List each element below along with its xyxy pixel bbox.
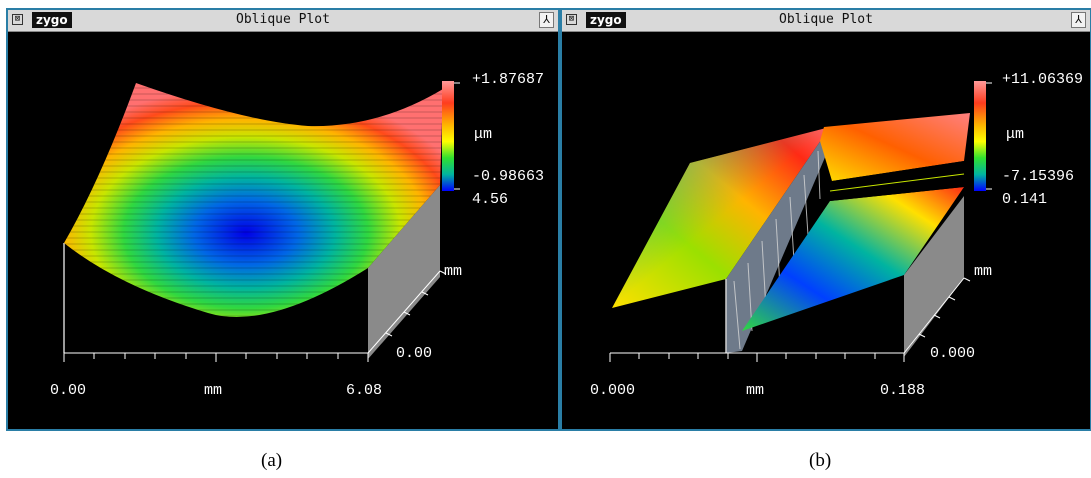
x-min-label: 0.000 (590, 382, 636, 399)
z-min-label: -0.98663 (472, 168, 545, 185)
surface-gap (830, 161, 964, 201)
window-titlebar: ⊠ zygo Oblique Plot ⅄ (8, 10, 558, 32)
pin-icon[interactable]: ⅄ (539, 12, 554, 28)
z-min-label: -7.15396 (1002, 168, 1075, 185)
oblique-plot-window-b: ⊠ zygo Oblique Plot ⅄ (560, 8, 1091, 431)
x-unit-label: mm (204, 382, 223, 399)
surface-side-wall (904, 196, 964, 357)
oblique-surface-plot-a (63, 81, 460, 362)
x-max-label: 6.08 (346, 382, 383, 399)
window-title: Oblique Plot (236, 12, 330, 27)
x-min-label: 0.00 (50, 382, 87, 399)
y-min-label: 0.000 (930, 345, 976, 362)
window-titlebar: ⊠ zygo Oblique Plot ⅄ (562, 10, 1090, 32)
surface-side-wall (368, 185, 440, 359)
figure-caption-b: (b) (809, 450, 832, 471)
x-unit-label: mm (746, 382, 765, 399)
z-unit-label: μm (474, 126, 493, 143)
colorbar (442, 81, 454, 191)
close-icon[interactable]: ⊠ (566, 14, 577, 25)
window-title: Oblique Plot (779, 12, 873, 27)
y-unit-label: mm (974, 263, 993, 280)
gap-line (829, 173, 965, 192)
pin-icon[interactable]: ⅄ (1071, 12, 1086, 28)
figure-caption-a: (a) (261, 450, 283, 471)
oblique-surface-plot-b (609, 81, 992, 362)
zygo-logo: zygo (586, 12, 626, 28)
close-icon[interactable]: ⊠ (12, 14, 23, 25)
y-max-label: 0.141 (1002, 191, 1048, 208)
y-unit-label: mm (444, 263, 463, 280)
z-max-label: +1.87687 (472, 71, 545, 88)
y-min-label: 0.00 (396, 345, 433, 362)
surface-right-low (742, 187, 964, 331)
z-max-label: +11.06369 (1002, 71, 1084, 88)
oblique-plot-window-a: ⊠ zygo Oblique Plot ⅄ (6, 8, 560, 431)
zygo-logo: zygo (32, 12, 72, 28)
y-max-label: 4.56 (472, 191, 509, 208)
x-axis-ticks (609, 353, 905, 362)
y-axis-ticks (385, 270, 447, 337)
x-max-label: 0.188 (880, 382, 926, 399)
surface-contours (64, 83, 443, 317)
y-axis-ticks (918, 277, 971, 338)
surface-right-high (820, 113, 970, 181)
x-axis-ticks (63, 353, 369, 362)
surface-left-shade (612, 127, 830, 308)
surface-step-wall (726, 127, 832, 353)
colorbar (974, 81, 986, 191)
z-unit-label: μm (1006, 126, 1025, 143)
